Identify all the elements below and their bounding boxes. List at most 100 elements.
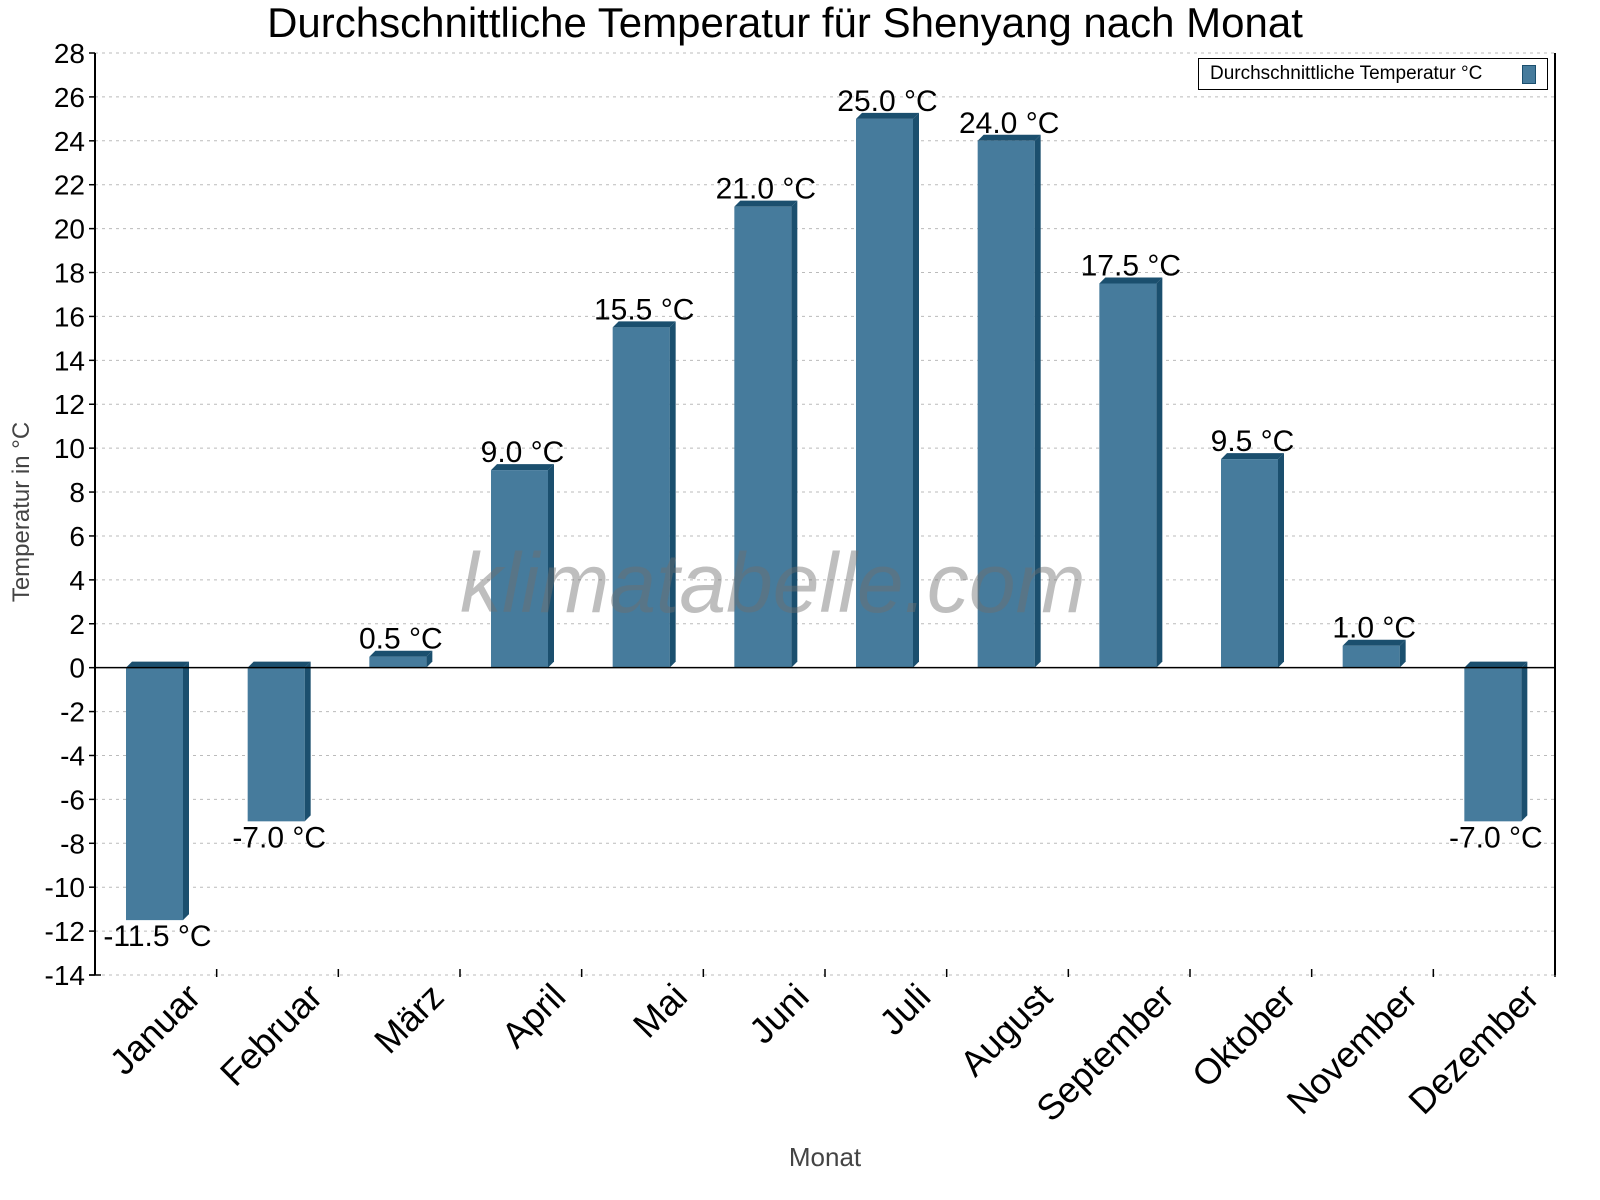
x-tick-label: Juni xyxy=(741,976,817,1052)
y-tick-label: 10 xyxy=(54,433,85,464)
x-tick-label: Januar xyxy=(101,976,208,1083)
x-axis-label: Monat xyxy=(788,1142,862,1172)
bar-märz xyxy=(369,650,433,668)
x-tick-label: April xyxy=(493,976,573,1056)
data-label: 24.0 °C xyxy=(959,107,1059,140)
x-tick-label: Februar xyxy=(212,976,330,1094)
bar-side xyxy=(1399,639,1406,668)
bar-side xyxy=(1156,277,1163,668)
y-tick-label: -4 xyxy=(60,740,85,771)
bar-front xyxy=(977,140,1035,668)
legend: Durchschnittliche Temperatur °C xyxy=(1198,58,1548,90)
bar-front xyxy=(126,667,183,921)
bar-front xyxy=(1221,459,1278,668)
bar-juni xyxy=(734,200,798,668)
bar-top xyxy=(491,464,554,471)
bar-august xyxy=(977,134,1041,668)
data-label: -7.0 °C xyxy=(1449,821,1543,854)
y-tick-label: 8 xyxy=(69,477,85,508)
x-tick-label: August xyxy=(952,976,1060,1084)
bar-side xyxy=(548,464,554,668)
y-tick-label: -10 xyxy=(45,872,85,903)
y-tick-label: 24 xyxy=(54,126,85,157)
y-tick-label: 4 xyxy=(69,565,85,596)
bar-top xyxy=(856,112,919,119)
bar-dezember xyxy=(1464,661,1528,822)
y-tick-label: -14 xyxy=(45,960,85,991)
bar-juli xyxy=(856,112,919,668)
legend-swatch-icon xyxy=(1522,65,1536,84)
y-tick-label: -8 xyxy=(60,828,85,859)
x-tick-label: Juli xyxy=(871,976,938,1043)
bar-side xyxy=(669,321,676,668)
y-tick-label: -6 xyxy=(60,784,85,815)
data-label: 9.0 °C xyxy=(481,436,565,469)
bar-november xyxy=(1342,639,1406,668)
x-tick-label: November xyxy=(1279,976,1425,1122)
data-label: 17.5 °C xyxy=(1081,250,1181,283)
bar-front xyxy=(856,118,913,668)
bar-januar xyxy=(126,661,189,921)
bar-oktober xyxy=(1221,453,1284,668)
y-tick-label: 6 xyxy=(69,521,85,552)
bar-side xyxy=(426,650,433,668)
y-tick-label: 18 xyxy=(54,258,85,289)
bar-side xyxy=(913,112,919,668)
y-tick-label: 12 xyxy=(54,389,85,420)
bar-side xyxy=(1034,134,1041,668)
y-tick-label: -12 xyxy=(45,916,85,947)
bar-top xyxy=(612,321,676,328)
data-label: 15.5 °C xyxy=(594,293,694,326)
bar-top xyxy=(1221,453,1284,460)
bar-top xyxy=(369,650,433,657)
y-tick-label: 26 xyxy=(54,82,85,113)
y-tick-label: 28 xyxy=(54,38,85,69)
bar-front xyxy=(734,206,792,668)
bar-front xyxy=(612,327,670,668)
bar-front xyxy=(369,656,427,668)
bar-september xyxy=(1099,277,1163,668)
bar-top xyxy=(126,661,189,668)
bar-front xyxy=(1099,283,1157,668)
y-tick-label: 20 xyxy=(54,214,85,245)
bar-top xyxy=(1099,277,1163,284)
bar-februar xyxy=(247,661,311,822)
bar-front xyxy=(1342,645,1400,668)
data-label: 9.5 °C xyxy=(1211,425,1295,458)
data-label: 0.5 °C xyxy=(359,623,443,656)
bar-side xyxy=(1278,453,1284,668)
y-tick-label: 0 xyxy=(69,653,85,684)
x-tick-label: März xyxy=(366,976,452,1062)
bar-top xyxy=(734,200,798,207)
legend-label: Durchschnittliche Temperatur °C xyxy=(1210,63,1483,84)
bar-top xyxy=(1464,661,1528,668)
data-label: -11.5 °C xyxy=(103,920,211,953)
y-tick-label: 2 xyxy=(69,609,85,640)
y-tick-label: 16 xyxy=(54,301,85,332)
bar-april xyxy=(491,464,554,668)
data-label: 1.0 °C xyxy=(1332,612,1416,645)
bar-top xyxy=(977,134,1041,141)
bar-side xyxy=(183,661,189,921)
data-label: -7.0 °C xyxy=(232,821,326,854)
bar-side xyxy=(304,661,311,822)
bar-side xyxy=(791,200,798,668)
y-tick-label: 22 xyxy=(54,170,85,201)
y-tick-label: -2 xyxy=(60,697,85,728)
y-tick-label: 14 xyxy=(54,345,85,376)
bar-mai xyxy=(612,321,676,668)
chart-title: Durchschnittliche Temperatur für Shenyan… xyxy=(267,0,1303,46)
bar-top xyxy=(247,661,311,668)
bar-side xyxy=(1521,661,1528,822)
data-label: 25.0 °C xyxy=(837,85,937,118)
x-tick-label: Dezember xyxy=(1400,976,1546,1122)
x-tick-label: Mai xyxy=(625,976,695,1046)
data-label: 21.0 °C xyxy=(716,173,816,206)
bar-top xyxy=(1342,639,1406,646)
bar-front xyxy=(247,667,305,822)
x-tick-label: Oktober xyxy=(1184,976,1304,1096)
y-axis-label: Temperatur in °C xyxy=(8,421,35,603)
bar-front xyxy=(1464,667,1522,822)
